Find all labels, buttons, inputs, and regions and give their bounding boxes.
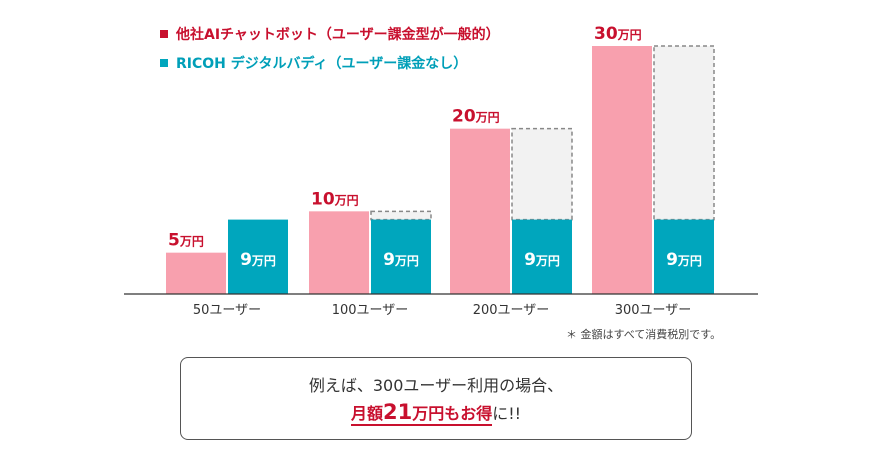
value-label-other-3: 30万円 xyxy=(594,24,642,44)
savings-outline-1 xyxy=(370,210,432,221)
callout-line2: 月額21万円もお得に!! xyxy=(181,400,691,426)
category-label-1: 100ユーザー xyxy=(332,303,409,318)
value-label-ricoh-1: 9万円 xyxy=(383,250,419,270)
legend-item-other-chatbot: 他社AIチャットボット（ユーザー課金型が一般的） xyxy=(160,24,500,44)
legend-label-ricoh: RICOH デジタルバディ（ユーザー課金なし） xyxy=(176,56,468,72)
callout-monthly: 月額 xyxy=(350,404,383,423)
tax-note: ＊ 金額はすべて消費税別です。 xyxy=(566,328,722,341)
bar-other-0 xyxy=(166,252,226,294)
savings-outline-2 xyxy=(511,127,573,221)
value-label-ricoh-2: 9万円 xyxy=(524,250,560,270)
bar-other-3 xyxy=(592,46,652,294)
legend-item-ricoh: RICOH デジタルバディ（ユーザー課金なし） xyxy=(160,53,467,73)
savings-callout: 例えば、300ユーザー利用の場合、 月額21万円もお得に!! xyxy=(180,357,692,440)
bar-ricoh-2 xyxy=(512,219,572,294)
category-label-2: 200ユーザー xyxy=(473,303,550,318)
value-label-other-1: 10万円 xyxy=(311,189,359,209)
bar-ricoh-3 xyxy=(654,219,714,294)
category-label-0: 50ユーザー xyxy=(193,303,261,318)
callout-highlight: 月額21万円もお得 xyxy=(350,400,493,426)
legend-swatch-ricoh xyxy=(160,59,168,67)
bar-other-1 xyxy=(309,211,369,294)
bar-ricoh-1 xyxy=(371,219,431,294)
bar-ricoh-0 xyxy=(228,219,288,294)
category-label-3: 300ユーザー xyxy=(615,303,692,318)
callout-amount: 21 xyxy=(382,400,413,424)
legend-swatch-other-chatbot xyxy=(160,30,168,38)
savings-outline-3 xyxy=(653,45,715,221)
value-label-ricoh-0: 9万円 xyxy=(240,250,276,270)
callout-suffix: に!! xyxy=(492,404,522,423)
value-label-other-2: 20万円 xyxy=(452,107,500,127)
bar-other-2 xyxy=(450,128,510,294)
callout-amount-unit: 万円もお得 xyxy=(412,404,493,423)
callout-line1: 例えば、300ユーザー利用の場合、 xyxy=(308,376,564,395)
legend-label-other-chatbot: 他社AIチャットボット（ユーザー課金型が一般的） xyxy=(176,27,500,43)
value-label-other-0: 5万円 xyxy=(168,231,204,251)
value-label-ricoh-3: 9万円 xyxy=(666,250,702,270)
